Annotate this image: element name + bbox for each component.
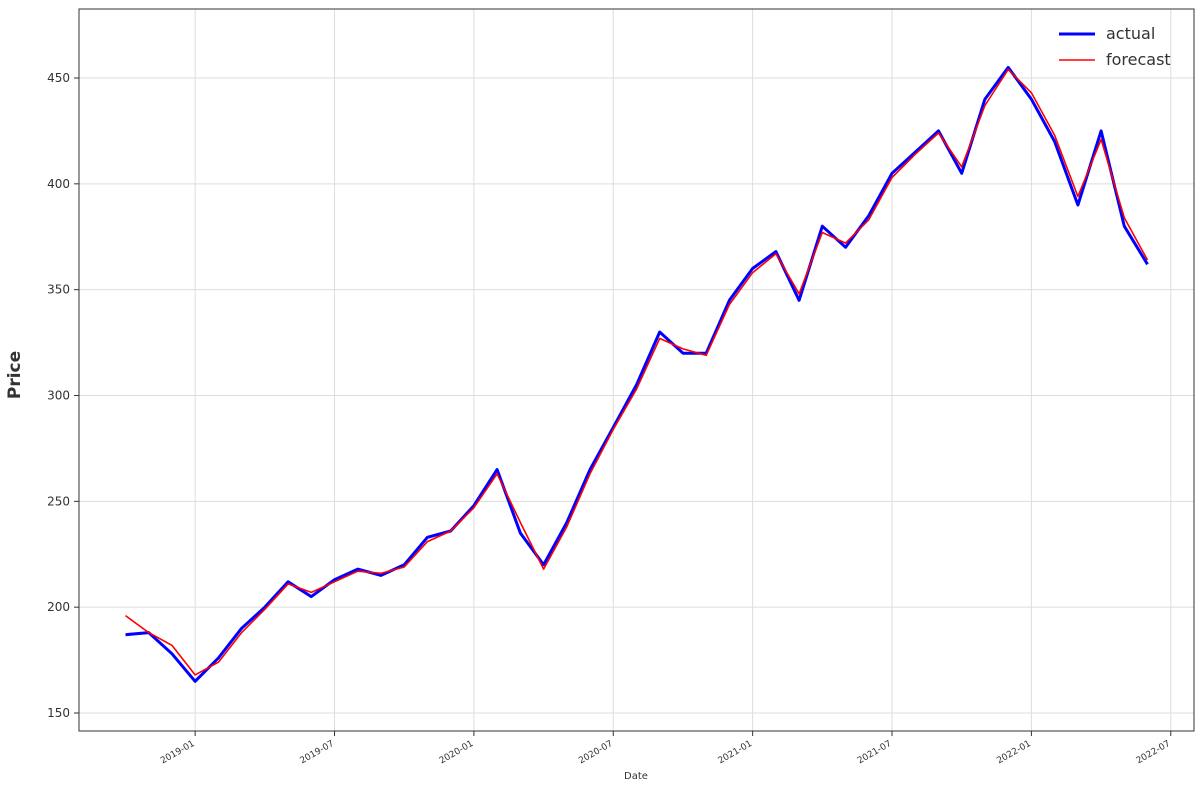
y-tick-label: 450: [47, 71, 70, 85]
axes-frame: [78, 8, 1195, 732]
y-tick-label: 250: [47, 494, 70, 508]
series-line: [125, 68, 1149, 676]
x-tick-label: 2021-01: [717, 739, 755, 766]
x-tick-label: 2019-07: [298, 739, 336, 766]
x-tick-label: 2021-07: [856, 739, 894, 766]
x-tick-label: 2020-07: [577, 739, 615, 766]
x-tick-label: 2020-01: [438, 739, 476, 766]
y-tick-label: 350: [47, 283, 70, 297]
x-tick-label: 2022-01: [995, 739, 1033, 766]
x-axis-label: Date: [624, 771, 648, 782]
y-axis-label: Price: [5, 351, 25, 399]
y-tick-label: 400: [47, 177, 70, 191]
x-tick-label: 2019-01: [159, 739, 197, 766]
plot-area: [79, 9, 1194, 731]
x-tick-label: 2022-07: [1135, 739, 1173, 766]
y-tick-label: 150: [47, 706, 70, 720]
legend-label: actual: [1106, 24, 1155, 43]
legend-label: forecast: [1106, 50, 1171, 69]
y-tick-label: 300: [47, 389, 70, 403]
y-tick-label: 200: [47, 600, 70, 614]
